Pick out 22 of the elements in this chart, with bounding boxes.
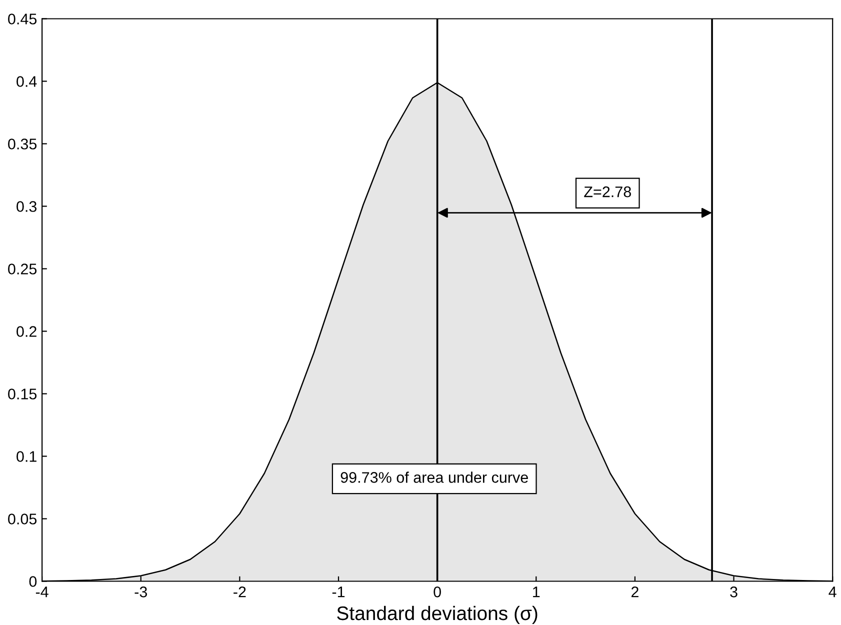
x-tick-label: -2 (234, 586, 246, 598)
x-tick-label: -1 (332, 586, 345, 598)
x-tick-label: 3 (730, 586, 738, 598)
x-tick-label: 1 (533, 586, 540, 598)
y-tick-label: 0.05 (8, 514, 37, 524)
annotation: Z=2.78 (584, 186, 631, 198)
x-tick-label: 2 (631, 586, 638, 598)
y-tick-label: 0.35 (8, 138, 37, 150)
x-tick-label: -4 (36, 586, 48, 598)
y-tick-label: 0.4 (16, 76, 37, 87)
x-tick-label: 0 (434, 586, 441, 598)
y-tick-label: 0 (29, 576, 37, 587)
y-tick-label: 0.45 (8, 14, 37, 24)
x-axis-title: Standard deviations (σ) (337, 606, 538, 624)
y-tick-label: 0.1 (16, 451, 36, 462)
y-tick-label: 0.2 (16, 326, 36, 337)
y-tick-label: 0.15 (8, 388, 37, 400)
x-tick-label: 4 (828, 586, 836, 598)
y-tick-label: 0.25 (8, 264, 37, 274)
annotation: 99.73% of area under curve (340, 472, 528, 483)
x-tick-label: -3 (134, 586, 147, 598)
y-tick-label: 0.3 (16, 201, 37, 212)
